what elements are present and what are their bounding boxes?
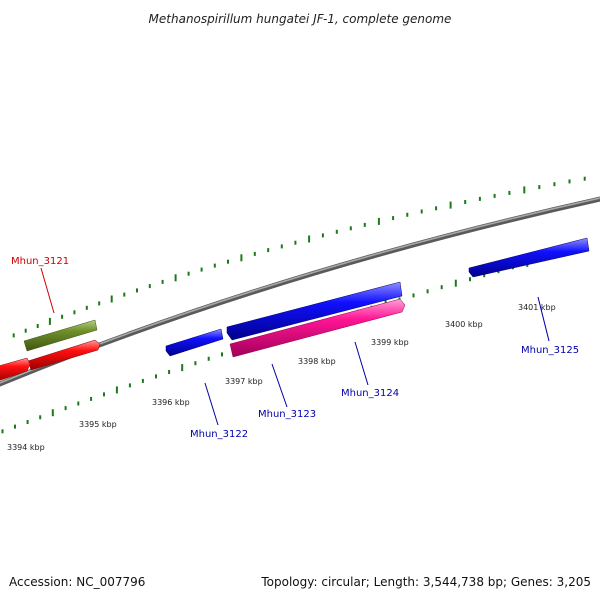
- tick-label-3397: 3397 kbp: [225, 377, 263, 386]
- gene-arrow-mhun-3124[interactable]: [229, 298, 406, 358]
- gene-arrow-mhun-3125[interactable]: [468, 237, 590, 278]
- feature-green[interactable]: [23, 319, 98, 352]
- tick-label-3396: 3396 kbp: [152, 398, 190, 407]
- gene-arrow-mhun-3122[interactable]: [165, 328, 224, 357]
- outer-tick-track: [12, 176, 586, 338]
- tick-label-3394: 3394 kbp: [7, 443, 45, 452]
- gene-label-mhun-3121[interactable]: Mhun_3121: [11, 256, 69, 267]
- gene-label-mhun-3125[interactable]: Mhun_3125: [521, 345, 579, 356]
- leader-line-mhun-3122: [204, 382, 219, 426]
- tick-label-3395: 3395 kbp: [79, 420, 117, 429]
- gene-label-mhun-3122[interactable]: Mhun_3122: [190, 429, 248, 440]
- genome-summary: Topology: circular; Length: 3,544,738 bp…: [260, 575, 591, 589]
- tick-label-3399: 3399 kbp: [371, 338, 409, 347]
- gene-arrow-mhun-3121[interactable]: [27, 339, 101, 371]
- leader-line-mhun-3125: [537, 296, 550, 342]
- tick-label-3400: 3400 kbp: [445, 320, 483, 329]
- accession-label: Accession: NC_007796: [9, 575, 145, 589]
- gene-arrow-mhun-3123[interactable]: [226, 281, 403, 341]
- tick-label-3398: 3398 kbp: [298, 357, 336, 366]
- leader-line-mhun-3124: [354, 341, 369, 386]
- gene-label-mhun-3124[interactable]: Mhun_3124: [341, 388, 399, 399]
- leader-line-mhun-3121: [40, 267, 55, 314]
- tick-label-3401: 3401 kbp: [518, 303, 556, 312]
- gene-label-mhun-3123[interactable]: Mhun_3123: [258, 409, 316, 420]
- map-title: Methanospirillum hungatei JF-1, complete…: [149, 12, 452, 26]
- gene-arrow-red-left[interactable]: [0, 357, 31, 382]
- leader-line-mhun-3123: [271, 363, 288, 408]
